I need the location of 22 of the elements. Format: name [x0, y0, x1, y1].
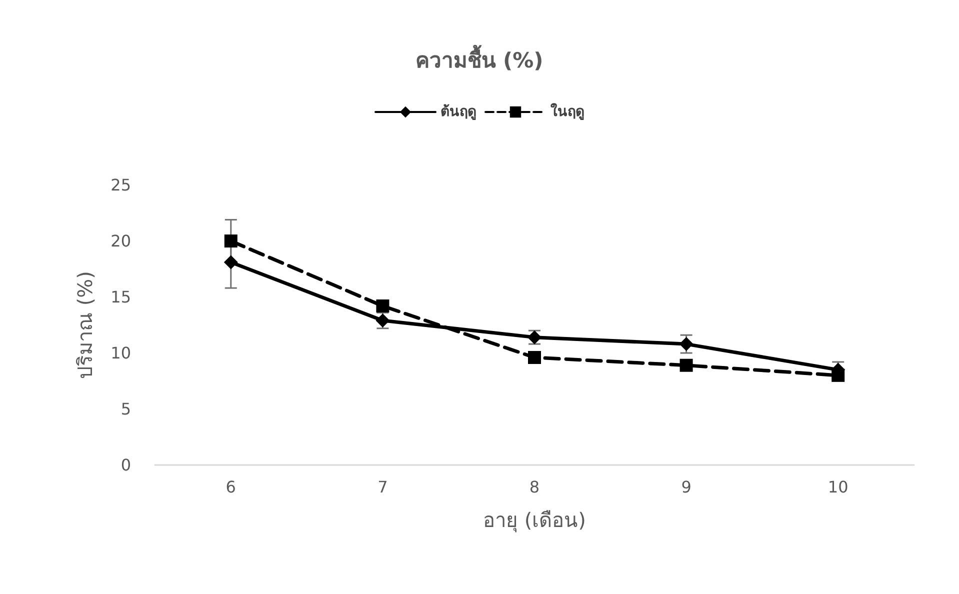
x-tick-label: 6	[226, 478, 236, 496]
point	[224, 234, 238, 248]
x-tick-label: 7	[378, 478, 388, 496]
point	[528, 350, 541, 364]
y-tick-label: 25	[110, 176, 131, 194]
legend-label: ในฤดู	[550, 102, 584, 120]
y-tick-label: 15	[110, 288, 131, 306]
x-tick-label: 9	[681, 478, 692, 496]
x-tick-label: 10	[828, 478, 848, 496]
x-tick-label: 8	[529, 478, 540, 496]
y-tick-label: 20	[110, 232, 131, 250]
chart-title: ความชื้น (%)	[416, 44, 544, 72]
y-tick-label: 5	[120, 400, 131, 418]
y-tick-label: 10	[110, 344, 131, 362]
y-axis-title: ปริมาณ (%)	[73, 271, 97, 379]
legend-label: ต้นฤดู	[440, 104, 476, 120]
point	[679, 337, 694, 352]
x-axis-title: อายุ (เดือน)	[483, 508, 586, 533]
point	[680, 358, 693, 372]
point	[224, 255, 238, 270]
y-tick-label: 0	[120, 456, 131, 474]
point	[376, 299, 390, 312]
